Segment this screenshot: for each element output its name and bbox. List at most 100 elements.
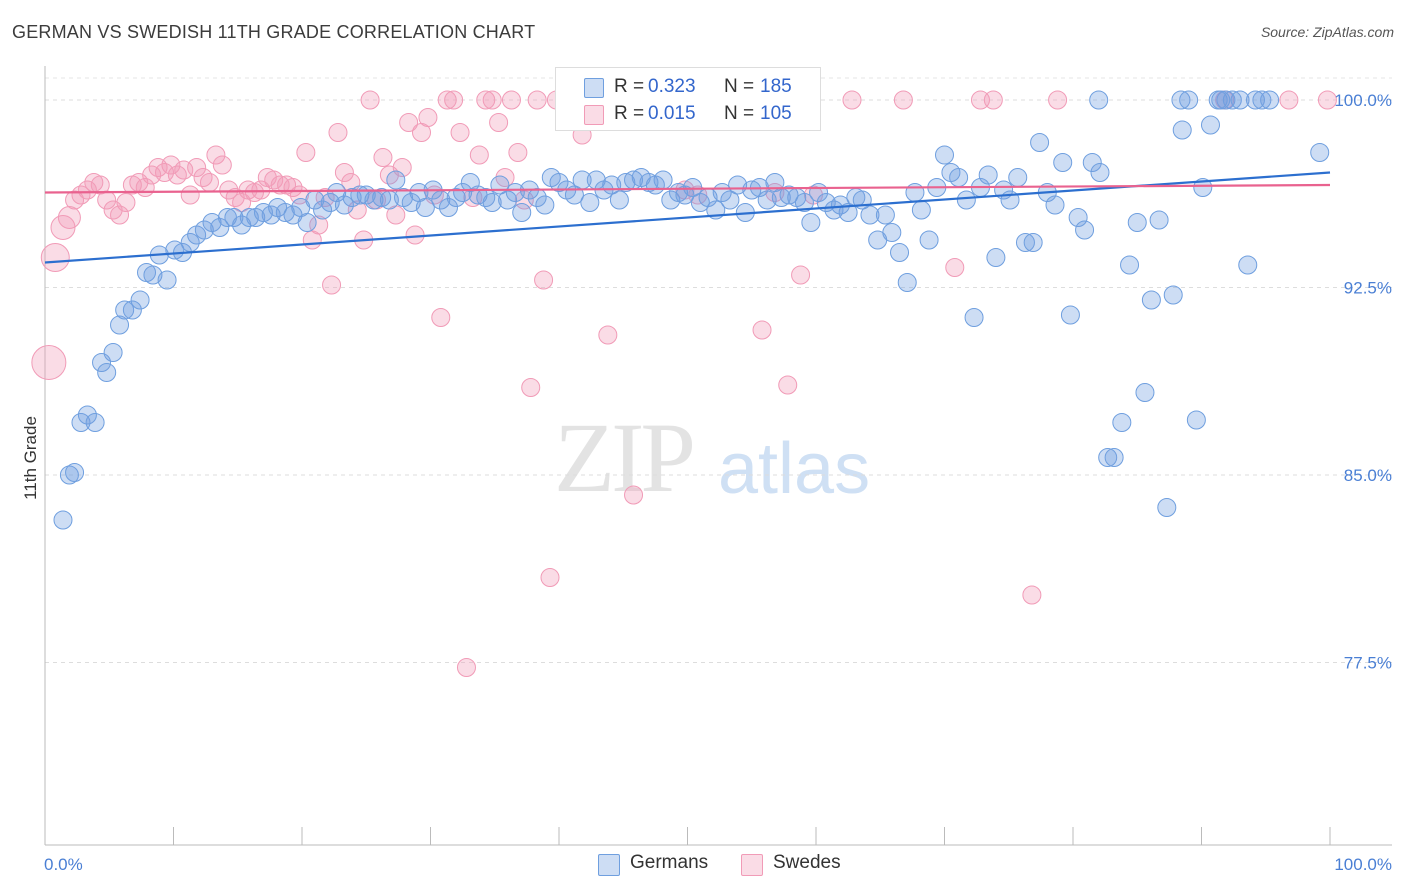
swedes-point: [508, 143, 528, 162]
germans-point: [130, 290, 150, 310]
swedes-point: [232, 193, 252, 212]
swedes-point: [116, 193, 136, 212]
germans-point: [675, 185, 695, 205]
swedes-point: [983, 90, 1003, 110]
germans-point: [1075, 220, 1095, 240]
germans-point: [103, 343, 123, 362]
germans-point: [97, 363, 117, 382]
swedes-point: [1279, 90, 1299, 110]
swedes-n-label: N =: [724, 103, 755, 124]
swedes-point: [469, 145, 489, 165]
trend-lines: [44, 171, 1331, 264]
swedes-point: [212, 155, 232, 175]
germans-point: [446, 188, 466, 207]
germans-point: [527, 188, 547, 207]
germans-point: [1030, 133, 1050, 152]
germans-point: [1112, 413, 1132, 432]
swedes-point: [264, 170, 284, 190]
swedes-point: [180, 185, 200, 205]
germans-point: [779, 185, 799, 205]
x-tick-label-max: 100.0%: [1334, 855, 1392, 874]
germans-point: [683, 178, 703, 197]
germans-point: [882, 223, 902, 242]
germans-point: [512, 203, 532, 222]
swedes-point: [945, 258, 965, 277]
swedes-point: [31, 345, 67, 380]
swedes-point: [97, 190, 117, 210]
swedes-point: [842, 90, 862, 110]
swedes-point: [752, 320, 772, 340]
germans-point: [1135, 383, 1155, 402]
germans-point: [964, 308, 984, 327]
y-tick-label: 85.0%: [1344, 466, 1392, 485]
germans-point: [275, 203, 295, 222]
swedes-point: [110, 205, 130, 225]
swedes-point: [347, 200, 367, 220]
swedes-point: [778, 375, 798, 395]
germans-point: [875, 205, 895, 225]
swedes-point: [206, 145, 226, 165]
germans-point: [794, 193, 814, 212]
germans-point: [438, 198, 458, 217]
germans-point: [115, 300, 135, 320]
germans-point: [320, 193, 340, 212]
germans-point: [59, 465, 79, 485]
swedes-point: [431, 308, 451, 327]
swedes-point: [527, 90, 547, 110]
swedes-point: [399, 113, 419, 132]
swedes-point: [418, 108, 438, 127]
germans-point: [342, 188, 362, 207]
legend-row-germans: R = 0.323 N = 185: [556, 74, 820, 100]
germans-point: [661, 190, 681, 210]
germans-point: [1149, 210, 1169, 230]
swedes-point: [893, 90, 913, 110]
germans-point: [1098, 448, 1118, 467]
germans-point: [1089, 90, 1109, 110]
germans-point: [742, 180, 762, 200]
y-tick-label: 77.5%: [1344, 654, 1392, 673]
germans-point: [1252, 90, 1272, 110]
germans-point: [143, 265, 163, 285]
swedes-point: [501, 90, 521, 110]
germans-point: [110, 315, 130, 335]
swedes-r-value: 0.015: [648, 103, 696, 124]
germans-n-value: 185: [760, 76, 792, 97]
y-axis-title: 11th Grade: [21, 416, 40, 500]
germans-point: [1186, 410, 1206, 430]
swedes-point: [57, 206, 81, 229]
germans-point: [415, 198, 435, 217]
swedes-point: [334, 163, 354, 182]
germans-point: [1163, 285, 1183, 305]
germans-r-label: R =: [614, 76, 645, 97]
swedes-point: [187, 158, 207, 177]
swedes-legend-label: Swedes: [773, 852, 841, 873]
germans-point: [1216, 90, 1236, 110]
swedes-point: [624, 485, 644, 505]
germans-point: [1068, 208, 1088, 227]
tick-labels: 100.0% 92.5% 85.0% 77.5% 0.0% 100.0%: [44, 91, 1392, 874]
swedes-point: [489, 113, 509, 132]
swedes-point: [482, 90, 502, 110]
swedes-point: [476, 90, 496, 110]
germans-point: [824, 200, 844, 220]
swedes-n-value: 105: [760, 103, 792, 124]
germans-point: [978, 165, 998, 185]
germans-point: [297, 213, 317, 232]
germans-point: [720, 190, 740, 210]
germans-point: [1310, 143, 1330, 162]
germans-point: [1120, 255, 1140, 275]
y-tick-label: 100.0%: [1334, 91, 1392, 110]
axes: [44, 66, 1392, 846]
germans-point: [122, 300, 142, 320]
germans-point: [1238, 255, 1258, 275]
germans-point: [1053, 153, 1073, 172]
germans-point: [85, 413, 105, 432]
watermark-atlas: atlas: [718, 429, 871, 509]
swedes-point: [450, 123, 470, 142]
swedes-point: [405, 225, 425, 245]
germans-point: [1090, 163, 1110, 182]
germans-swatch: [584, 78, 604, 98]
germans-point: [261, 205, 281, 225]
germans-point: [1172, 120, 1192, 140]
germans-point: [535, 195, 555, 215]
